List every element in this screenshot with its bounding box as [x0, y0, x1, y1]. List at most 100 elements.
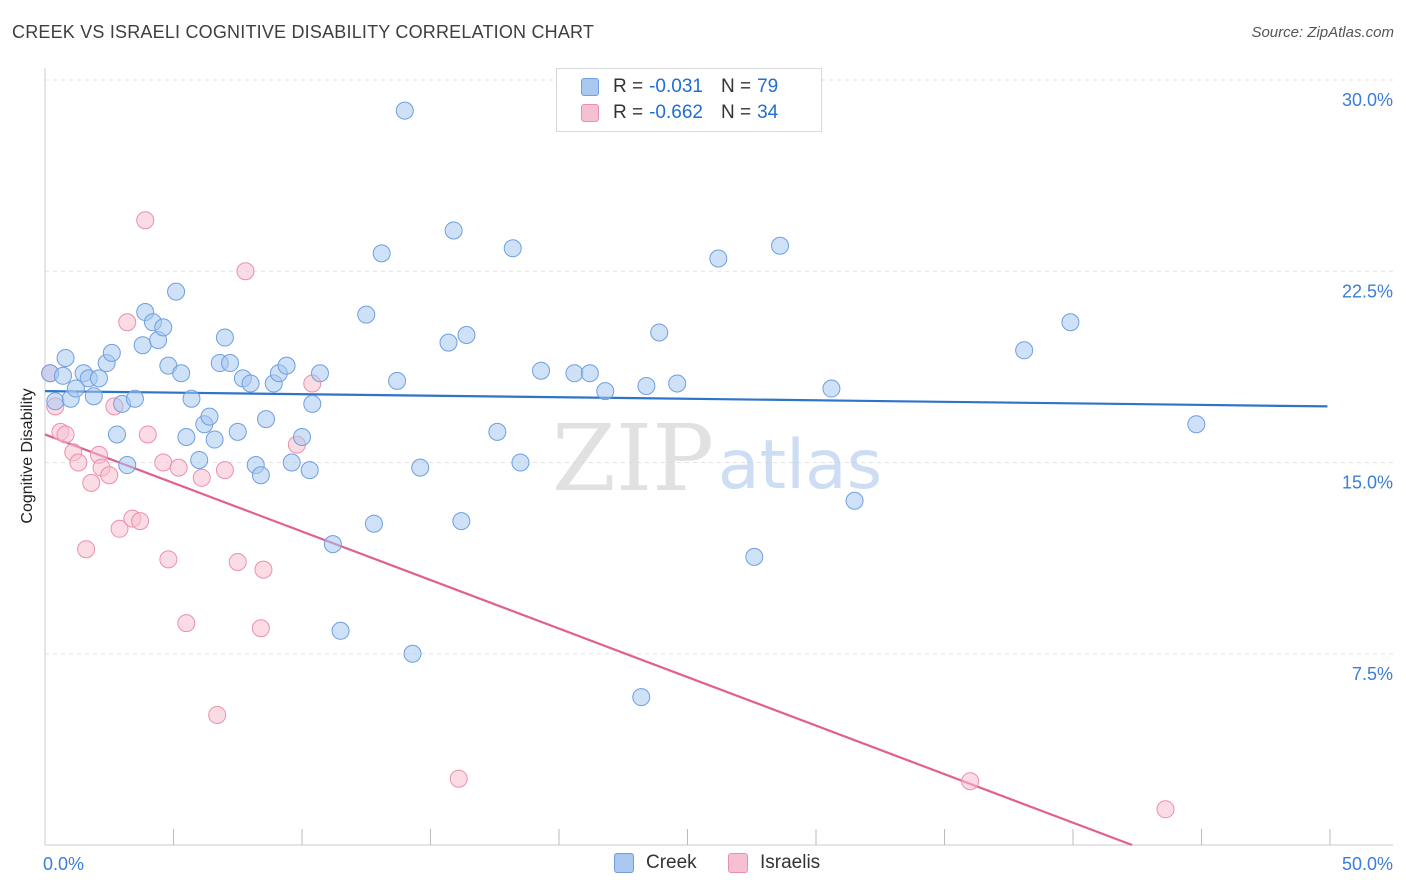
point-israelis [251, 619, 270, 638]
point-creek [1015, 341, 1034, 360]
watermark-zip: ZIP [552, 405, 714, 512]
point-creek [84, 387, 103, 406]
point-creek [133, 336, 152, 355]
point-israelis [215, 461, 234, 480]
point-creek [565, 364, 584, 383]
point-creek [488, 422, 507, 441]
x-tick-label-min: 0.0% [43, 854, 84, 874]
point-creek [745, 547, 764, 566]
legend-r-value: -0.031 [649, 76, 703, 97]
point-israelis [56, 425, 75, 444]
point-creek [221, 354, 240, 373]
legend-n-value: 79 [757, 76, 779, 97]
point-creek [411, 458, 430, 477]
point-israelis [449, 769, 468, 788]
point-creek [511, 453, 530, 472]
point-creek [632, 688, 651, 707]
point-creek [457, 326, 476, 344]
point-creek [771, 236, 790, 255]
y-tick-label: 15.0% [1342, 473, 1393, 493]
point-creek [439, 333, 458, 352]
grid-lines [45, 79, 1393, 655]
point-creek [395, 101, 414, 120]
point-creek [1061, 313, 1080, 332]
point-israelis [961, 772, 980, 791]
legend-row-creek: R = -0.031 N = 79 [581, 75, 778, 99]
point-israelis [169, 458, 188, 477]
point-creek [241, 374, 260, 393]
point-creek [532, 361, 551, 380]
point-israelis [177, 614, 196, 633]
point-israelis [192, 468, 211, 487]
axes [44, 68, 1393, 846]
point-israelis [208, 705, 227, 724]
point-creek [357, 305, 376, 324]
point-israelis [69, 453, 88, 472]
point-israelis [100, 466, 119, 485]
point-creek [310, 364, 329, 383]
trend-lines [44, 390, 1328, 847]
point-creek [364, 514, 383, 533]
point-israelis [254, 560, 273, 579]
point-creek [154, 318, 173, 337]
point-creek [200, 407, 219, 426]
legend-row-israelis: R = -0.662 N = 34 [581, 101, 778, 125]
point-israelis [159, 550, 178, 569]
tick-labels: 7.5% 15.0% 22.5% 30.0% 0.0% 50.0% [43, 90, 1393, 874]
y-tick-label: 7.5% [1352, 664, 1393, 684]
point-creek [293, 428, 311, 446]
point-creek [323, 535, 342, 554]
y-tick-label: 22.5% [1342, 281, 1393, 301]
point-creek [372, 244, 391, 263]
legend-swatch-creek [581, 78, 599, 96]
legend-n-label: N = [720, 102, 752, 123]
point-creek [257, 410, 276, 429]
point-israelis [1156, 800, 1175, 819]
source-label: Source: ZipAtlas.com [1251, 24, 1394, 41]
legend-r-label: R = [613, 76, 644, 97]
bottom-legend-label-creek: Creek [646, 852, 697, 873]
point-israelis [82, 473, 101, 492]
point-creek [822, 379, 841, 398]
point-israelis [118, 313, 137, 332]
point-creek [503, 239, 522, 258]
point-creek [167, 282, 186, 301]
point-creek [177, 428, 196, 446]
bottom-legend-creek: Creek [614, 852, 697, 874]
point-creek [303, 394, 322, 413]
point-israelis [138, 425, 157, 444]
point-creek [709, 249, 728, 268]
point-creek [53, 366, 72, 385]
legend-n-label: N = [720, 76, 752, 97]
bottom-legend-israelis: Israelis [728, 852, 820, 874]
point-creek [89, 369, 108, 388]
point-creek [596, 382, 615, 401]
legend-n-value: 34 [757, 102, 779, 123]
legend-r-value: -0.662 [649, 102, 703, 123]
point-creek [107, 425, 126, 444]
point-creek [444, 221, 463, 240]
legend: R = -0.031 N = 79 R = -0.662 N = 34 [556, 68, 822, 132]
watermark: ZIP atlas [552, 405, 882, 512]
point-creek [56, 348, 75, 367]
point-israelis [136, 211, 155, 230]
point-creek [118, 456, 137, 475]
point-israelis [110, 519, 129, 538]
point-creek [66, 379, 85, 398]
bottom-legend: Creek Israelis [0, 852, 1406, 876]
point-creek [215, 328, 234, 347]
point-creek [403, 644, 422, 663]
legend-r-label: R = [613, 102, 644, 123]
point-creek [637, 377, 656, 395]
point-israelis [77, 540, 96, 559]
point-creek [1187, 415, 1206, 434]
point-creek [845, 491, 864, 510]
point-israelis [236, 262, 255, 281]
point-israelis [228, 552, 247, 571]
point-creek [190, 450, 209, 469]
x-tick-label-max: 50.0% [1342, 854, 1393, 874]
point-creek [668, 374, 687, 393]
points [41, 101, 1206, 819]
trend-line-israelis [44, 433, 1133, 847]
